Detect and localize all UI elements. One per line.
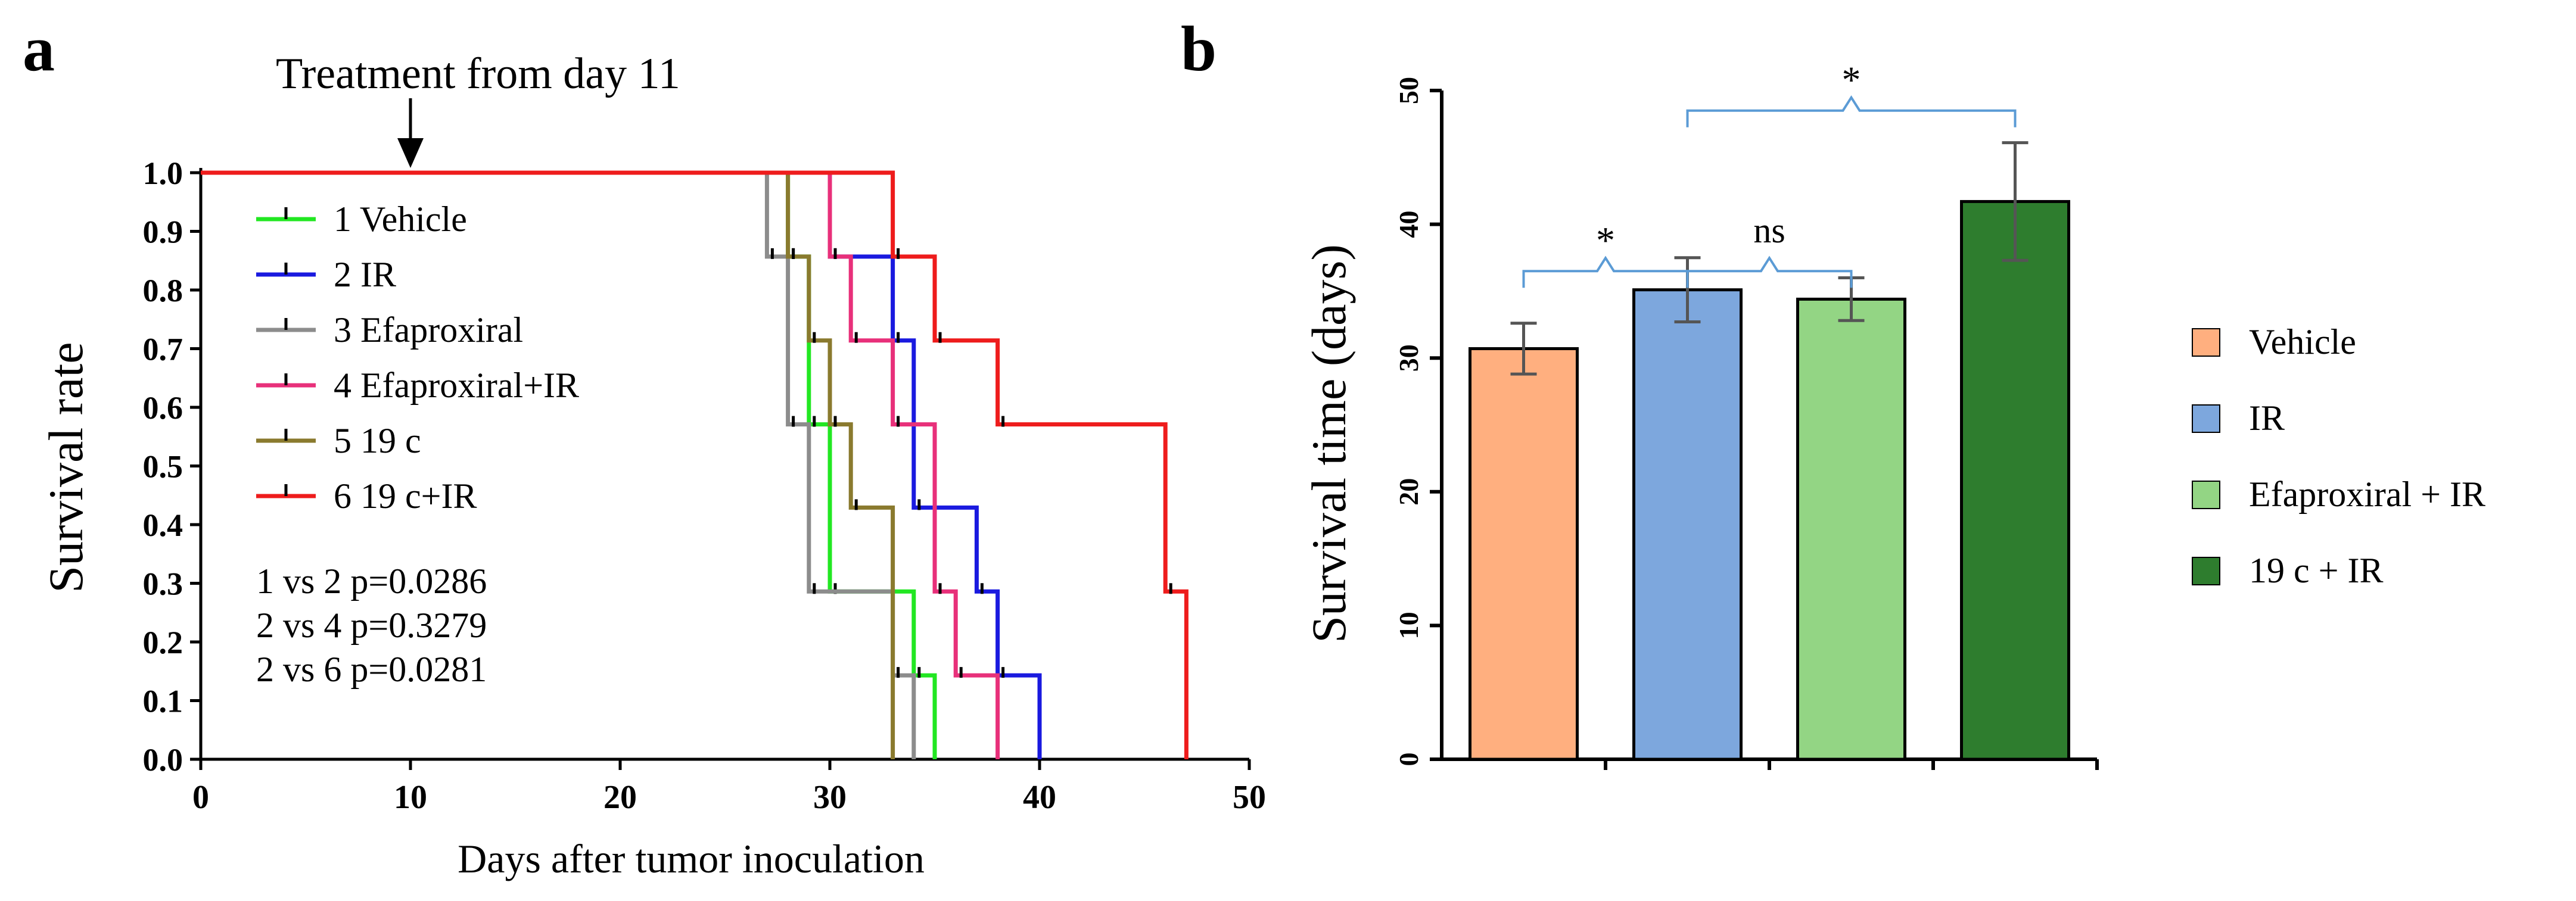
panel-a-y-tick-label: 0.3 (143, 566, 183, 602)
panel-a-y-tick-label: 0.4 (143, 507, 183, 543)
survival-curve-5 (201, 170, 895, 759)
panel-a-x-tick-label: 30 (813, 779, 847, 816)
panel-a-x-tick-label: 10 (394, 779, 427, 816)
panel-a-y-tick-label: 0.1 (143, 684, 183, 719)
legend-label-b-3: Efaproxiral + IR (2249, 475, 2485, 514)
panel-b-y-tick-label: 40 (1393, 211, 1424, 238)
legend-swatch-b-3 (2192, 481, 2220, 509)
panel-a-x-tick-label: 0 (192, 779, 209, 816)
panel-label-b: b (1181, 14, 1217, 85)
pvalue-3: 2 vs 6 p=0.0281 (256, 650, 487, 689)
panel-a-y-tick-label: 0.5 (143, 449, 183, 485)
panel-a-y-tick-label: 1.0 (143, 155, 183, 191)
survival-curve-4 (201, 170, 1000, 759)
survival-curves (201, 170, 1189, 759)
panel-a-y-tick-label: 0.6 (143, 390, 183, 426)
pvalue-list: 1 vs 2 p=0.0286 2 vs 4 p=0.3279 2 vs 6 p=0… (256, 562, 487, 689)
pvalue-2: 2 vs 4 p=0.3279 (256, 606, 487, 645)
panel-a-y-tick-label: 0.7 (143, 332, 183, 367)
legend-label-b-2: IR (2249, 398, 2285, 438)
bar-1 (1469, 347, 1579, 761)
panel-a-y-tick-label: 0.0 (143, 742, 183, 778)
significance-bracket-3 (1686, 95, 2017, 127)
legend-swatch-b-4 (2192, 557, 2220, 585)
legend-label-4: 4 Efaproxiral+IR (334, 366, 579, 405)
significance-label-2: ns (1753, 211, 1785, 250)
bar-2 (1632, 288, 1743, 761)
panel-a-x-tick-label: 50 (1233, 779, 1266, 816)
significance-bracket-1 (1522, 255, 1689, 288)
survival-bars (1469, 141, 2070, 761)
legend-label-5: 5 19 c (334, 421, 421, 460)
legend-swatch-b-2 (2192, 404, 2220, 433)
panel-a-kaplan-meier: Treatment from day 11 0 10 20 30 40 500.00.10… (39, 49, 1266, 881)
panel-b-y-axis-label: Survival time (days) (1302, 244, 1356, 643)
panel-b-legend: Vehicle IR Efaproxiral + IR 19 c + IR (2192, 322, 2485, 590)
legend-swatch-b-1 (2192, 328, 2220, 357)
panel-a-x-tick-label: 20 (603, 779, 637, 816)
significance-brackets: * ns * (1522, 59, 2017, 288)
panel-b-y-tick-label: 0 (1393, 753, 1424, 766)
panel-b-y-tick-label: 50 (1393, 77, 1424, 104)
panel-b-bar-chart: 0 10 20 30 40 50 * ns * Vehicle IR Efaproxiral + … (1302, 59, 2485, 770)
treatment-annotation: Treatment from day 11 (276, 49, 680, 98)
panel-b-y-tick-label: 30 (1393, 344, 1424, 372)
panel-a-y-tick-label: 0.9 (143, 214, 183, 250)
panel-a-x-axis-label: Days after tumor inoculation (458, 836, 925, 881)
panel-a-legend: 1 Vehicle 2 IR 3 Efaproxiral 4 Efaproxiral+… (256, 199, 579, 516)
bar-4 (1960, 199, 2070, 761)
legend-label-b-4: 19 c + IR (2249, 551, 2383, 590)
significance-bracket-2 (1686, 255, 1853, 288)
panel-a-y-axis-label: Survival rate (39, 342, 93, 593)
survival-curve-6 (201, 170, 1189, 759)
arrow-head (397, 138, 424, 168)
pvalue-1: 1 vs 2 p=0.0286 (256, 562, 487, 601)
survival-curve-3 (201, 170, 916, 759)
significance-label-1: * (1596, 219, 1615, 261)
bar-3 (1796, 297, 1906, 761)
panel-b-y-tick-label: 20 (1393, 478, 1424, 506)
panel-a-y-tick-label: 0.8 (143, 273, 183, 308)
legend-label-6: 6 19 c+IR (334, 476, 477, 516)
panel-label-a: a (23, 14, 55, 85)
legend-label-b-1: Vehicle (2249, 322, 2356, 361)
significance-label-3: * (1842, 59, 1861, 101)
legend-label-1: 1 Vehicle (334, 199, 467, 239)
legend-label-2: 2 IR (334, 255, 396, 294)
panel-a-x-tick-label: 40 (1023, 779, 1056, 816)
panel-b-y-tick-label: 10 (1393, 612, 1424, 639)
panel-b-axes: 0 10 20 30 40 50 (1393, 77, 2099, 770)
panel-a-y-tick-label: 0.2 (143, 625, 183, 660)
treatment-arrow-icon (397, 98, 424, 168)
legend-label-3: 3 Efaproxiral (334, 310, 523, 350)
panel-a-axes: 0 10 20 30 40 50 0.0 0.1 0.2 0.3 0.4 0.5 0.6 0.7 0.8 0.… (143, 155, 1267, 816)
